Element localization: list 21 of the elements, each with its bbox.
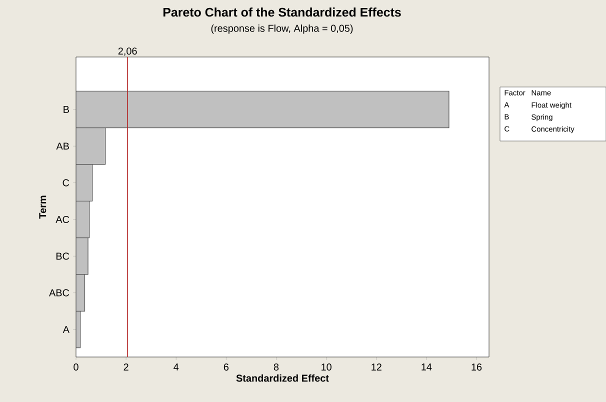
- x-tick-label: 4: [174, 364, 179, 370]
- x-tick-label: 14: [422, 364, 432, 370]
- x-tick-label: 8: [274, 364, 279, 371]
- x-tick-label: 0: [74, 364, 78, 371]
- x-tick-label: 12: [372, 364, 382, 370]
- y-tick-label: AB: [56, 142, 69, 150]
- y-tick-label: B: [64, 106, 69, 113]
- x-tick-label: 10: [322, 364, 332, 371]
- y-tick-label: AC: [56, 216, 70, 223]
- x-tick-label: 16: [472, 364, 482, 371]
- x-tick-label: 2: [124, 364, 128, 370]
- ref-line-label: 2,06: [118, 48, 137, 56]
- y-tick-label: BC: [56, 252, 70, 260]
- y-tick-label: ABC: [49, 289, 70, 296]
- x-axis-title: Standardized Effect: [236, 374, 329, 382]
- y-tick-label: A: [62, 326, 70, 333]
- chart-title: Pareto Chart of the Standardized Effects: [163, 8, 401, 17]
- y-axis-title: Term: [39, 196, 46, 219]
- chart-subtitle: (response is Flow, Alpha = 0,05): [211, 24, 353, 34]
- x-tick-label: 6: [224, 364, 229, 371]
- y-tick-label: C: [62, 179, 70, 186]
